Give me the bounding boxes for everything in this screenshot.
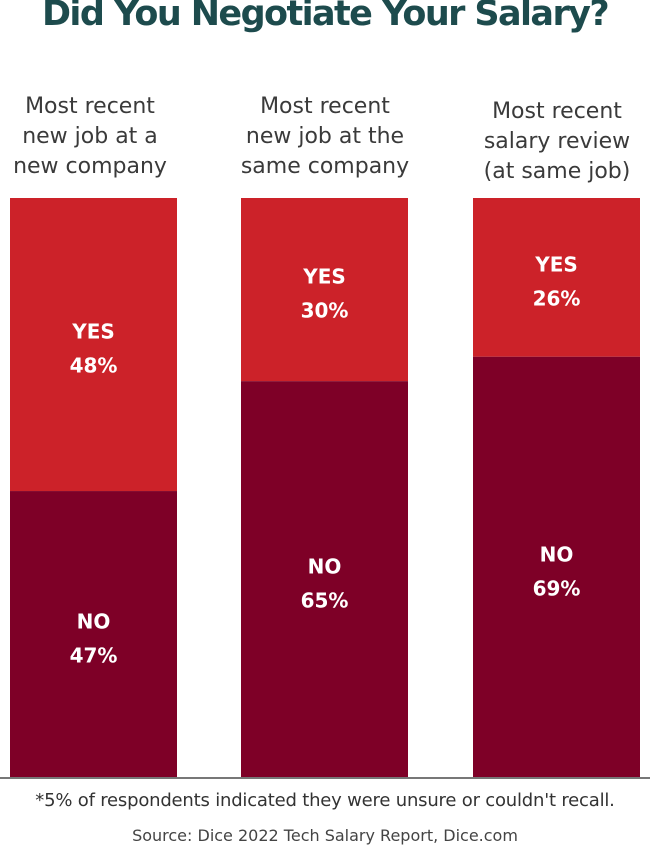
bar-yes-1: [10, 198, 177, 492]
bar-no-1: [10, 491, 177, 778]
category-label-2-line-1: Most recent: [260, 94, 390, 119]
category-label-1-line-2: new job at a: [22, 124, 158, 149]
bar-yes-2: [241, 198, 408, 382]
bar-yes-3: [473, 198, 640, 357]
source-note: Source: Dice 2022 Tech Salary Report, Di…: [132, 826, 518, 845]
series-label-yes-2: YES: [302, 265, 346, 289]
category-label-3: Most recent salary review (at same job): [462, 97, 650, 187]
data-label-no-1: 47%: [70, 644, 118, 668]
series-label-no-2: NO: [308, 555, 342, 579]
data-label-no-3: 69%: [533, 576, 581, 600]
category-label-1-line-3: new company: [13, 154, 167, 179]
series-label-yes-1: YES: [71, 320, 115, 344]
series-label-no-1: NO: [77, 610, 111, 634]
category-label-1: Most recent new job at a new company: [0, 92, 185, 182]
category-label-2-line-2: new job at the: [245, 124, 405, 149]
data-label-no-2: 65%: [301, 589, 349, 613]
series-label-no-3: NO: [540, 542, 574, 566]
category-label-3-line-2: salary review: [483, 129, 631, 154]
series-label-yes-3: YES: [534, 252, 578, 276]
category-label-2-line-3: same company: [240, 154, 410, 179]
chart-title: Did You Negotiate Your Salary?: [41, 0, 610, 34]
category-label-3-line-3: (at same job): [483, 159, 631, 184]
stacked-bar-chart: YES 48% NO 47% YES 30% NO 65% YES 26% NO 69%: [0, 198, 650, 779]
category-label-2: Most recent new job at the same company: [230, 92, 420, 182]
footnote: *5% of respondents indicated they were u…: [35, 790, 615, 811]
category-label-1-line-1: Most recent: [25, 94, 155, 119]
data-label-yes-2: 30%: [301, 299, 349, 323]
bar-no-2: [241, 381, 408, 778]
data-label-yes-3: 26%: [533, 286, 581, 310]
data-label-yes-1: 48%: [70, 354, 118, 378]
category-label-3-line-1: Most recent: [492, 99, 622, 124]
bar-no-3: [473, 356, 640, 778]
